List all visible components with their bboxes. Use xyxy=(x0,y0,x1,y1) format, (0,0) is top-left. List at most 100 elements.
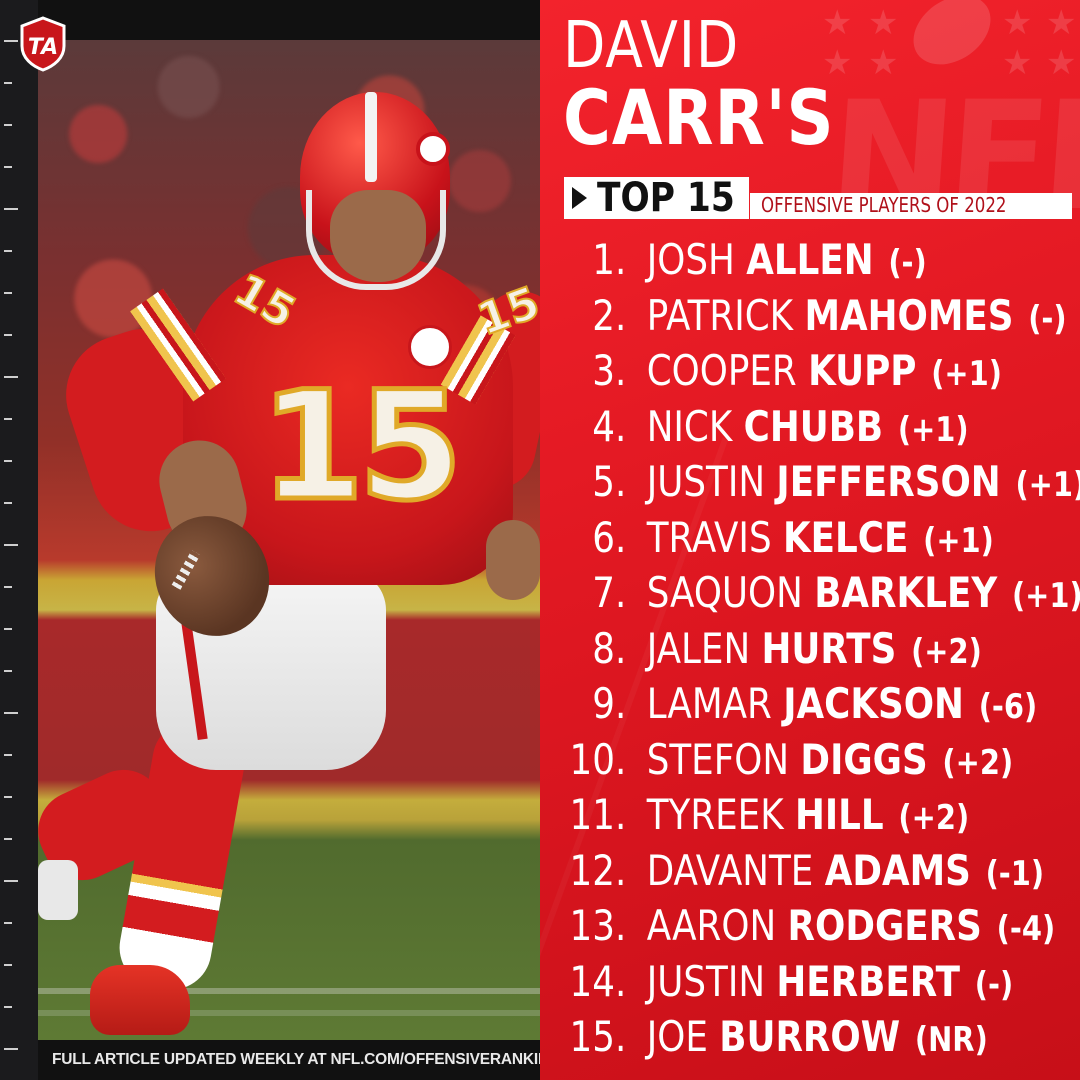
player-first-name: TYREEK xyxy=(646,790,784,839)
tick-mark xyxy=(4,754,12,756)
player-first-name: AARON xyxy=(646,901,777,950)
tick-mark xyxy=(4,964,12,966)
ranking-number: 3. xyxy=(592,346,627,395)
ranking-number: 14. xyxy=(569,956,627,1006)
left-tick-strip xyxy=(0,0,38,1080)
ta-shield-icon: TA xyxy=(18,16,68,72)
ranking-number: 6. xyxy=(592,512,627,562)
rank-change: (+1) xyxy=(923,520,994,561)
player-last-name: KUPP xyxy=(808,346,917,395)
tick-mark xyxy=(4,922,12,924)
player-first-name: JOE xyxy=(646,1012,708,1061)
rank-change: (-) xyxy=(888,243,927,283)
ranking-number: 2. xyxy=(592,290,627,340)
rank-change: (+1) xyxy=(1015,465,1080,505)
tick-mark xyxy=(4,376,18,378)
ranking-number: 7. xyxy=(592,568,627,617)
player-last-name: BARKLEY xyxy=(814,568,998,617)
player-last-name: HERBERT xyxy=(776,956,961,1006)
tick-mark xyxy=(4,544,18,546)
ranking-row: 2. PATRICK MAHOMES (-) xyxy=(560,290,1066,342)
player-last-name: HILL xyxy=(794,790,884,839)
player-last-name: KELCE xyxy=(782,512,909,562)
tick-mark xyxy=(4,250,12,252)
star-icon: ★ xyxy=(1002,4,1033,42)
player-first-name: PATRICK xyxy=(646,290,794,340)
tick-mark xyxy=(4,628,12,630)
ranking-number: 13. xyxy=(569,901,627,950)
title-first-name: DAVID xyxy=(563,9,740,83)
ranking-number: 11. xyxy=(569,790,627,839)
top15-label: TOP 15 xyxy=(597,175,735,221)
football-watermark-icon xyxy=(900,0,1004,79)
player-shoe-right xyxy=(90,965,190,1035)
tick-mark xyxy=(4,124,12,126)
rank-change: (+1) xyxy=(1011,576,1080,616)
ranking-row: 3. COOPER KUPP (+1) xyxy=(560,345,1002,397)
player-last-name: ALLEN xyxy=(746,235,874,284)
tick-mark xyxy=(4,418,12,420)
tick-mark xyxy=(4,1006,12,1008)
player-last-name: ADAMS xyxy=(824,845,971,895)
rank-change: (+1) xyxy=(931,354,1002,394)
tick-mark xyxy=(4,586,12,588)
tick-mark xyxy=(4,712,18,714)
title-last-name: CARR'S xyxy=(563,73,835,162)
player-first-name: STEFON xyxy=(646,734,790,784)
rank-change: (+2) xyxy=(942,742,1014,783)
player-first-name: JALEN xyxy=(646,623,751,673)
player-last-name: RODGERS xyxy=(787,901,982,950)
tick-mark xyxy=(4,796,12,798)
player-first-name: NICK xyxy=(646,401,733,451)
player-last-name: DIGGS xyxy=(800,734,928,784)
helmet-logo xyxy=(416,132,450,166)
play-arrow-icon xyxy=(572,187,587,209)
ranking-row: 11. TYREEK HILL (+2) xyxy=(560,789,970,841)
star-icon: ★ xyxy=(868,44,899,82)
jersey-number: 15 xyxy=(258,360,466,534)
star-icon: ★ xyxy=(1046,4,1077,42)
ranking-row: 5. JUSTIN JEFFERSON (+1) xyxy=(560,456,1080,508)
ranking-row: 8. JALEN HURTS (+2) xyxy=(560,623,982,675)
face-mask xyxy=(306,190,446,290)
ranking-number: 10. xyxy=(569,734,627,784)
subtitle: OFFENSIVE PLAYERS OF 2022 xyxy=(761,193,1007,217)
badge-text: TA xyxy=(28,35,58,60)
tick-mark xyxy=(4,502,12,504)
player-last-name: CHUBB xyxy=(743,401,884,451)
tick-mark xyxy=(4,838,12,840)
jersey-patch xyxy=(408,325,452,369)
star-icon: ★ xyxy=(1046,44,1077,82)
ranking-number: 1. xyxy=(592,235,627,284)
star-icon: ★ xyxy=(822,44,853,82)
ranking-number: 5. xyxy=(592,457,627,506)
rank-change: (+2) xyxy=(911,631,982,672)
star-icon: ★ xyxy=(822,4,853,42)
player-last-name: BURROW xyxy=(719,1012,901,1061)
ranking-number: 4. xyxy=(592,401,627,451)
tick-mark xyxy=(4,208,18,210)
ranking-row: 9. LAMAR JACKSON (-6) xyxy=(560,678,1037,730)
helmet-stripe xyxy=(365,92,377,182)
ranking-row: 7. SAQUON BARKLEY (+1) xyxy=(560,567,1080,619)
star-icon: ★ xyxy=(1002,44,1033,82)
player-shoe-left xyxy=(38,860,78,920)
tick-mark xyxy=(4,292,12,294)
player-first-name: JUSTIN xyxy=(646,956,766,1006)
ranking-row: 10. STEFON DIGGS (+2) xyxy=(560,734,1014,786)
ranking-number: 8. xyxy=(592,623,627,673)
rank-change: (-) xyxy=(974,964,1014,1005)
ranking-row: 4. NICK CHUBB (+1) xyxy=(560,401,968,453)
field-line xyxy=(38,1010,540,1016)
player-first-name: LAMAR xyxy=(646,679,772,728)
ranking-row: 15. JOE BURROW (NR) xyxy=(560,1011,988,1063)
tick-mark xyxy=(4,460,12,462)
rank-change: (-6) xyxy=(978,687,1038,727)
player-hand-right xyxy=(486,520,540,600)
player-last-name: JEFFERSON xyxy=(776,457,1001,506)
ranking-row: 14. JUSTIN HERBERT (-) xyxy=(560,956,1014,1008)
tick-mark xyxy=(4,166,12,168)
player-last-name: MAHOMES xyxy=(804,290,1014,340)
ranking-row: 6. TRAVIS KELCE (+1) xyxy=(560,512,994,564)
